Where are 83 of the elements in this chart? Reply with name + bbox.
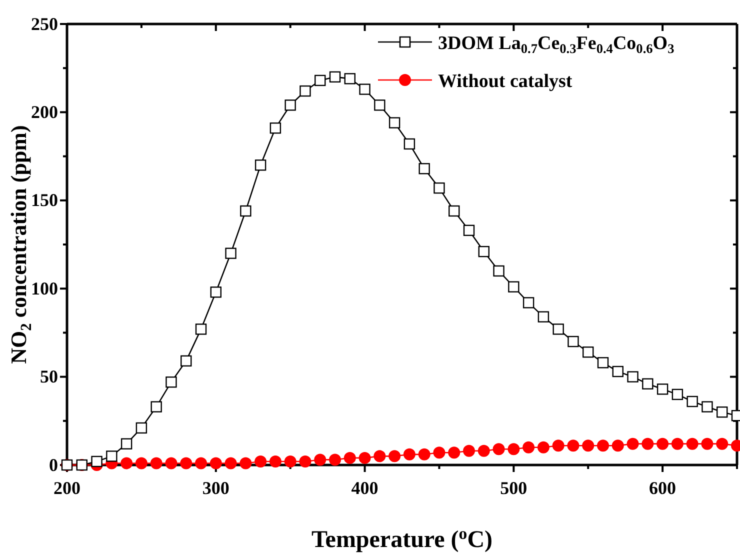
point [522,297,534,308]
x-tick-label: 400 [351,478,378,498]
point [434,182,445,194]
point [91,456,102,468]
point [284,455,296,468]
point [433,446,446,459]
point [463,224,475,236]
point [552,440,564,452]
y-tick-label: 0 [49,454,58,475]
point [270,122,282,134]
point [299,455,312,468]
y-tick-label: 150 [31,190,58,210]
point [210,457,222,470]
point [403,448,416,460]
point [180,355,192,367]
point [672,388,684,400]
point [195,457,207,470]
y-tick-label: 250 [31,14,58,34]
point [567,440,580,452]
y-tick-label: 200 [31,102,58,122]
point [642,438,654,450]
point [120,438,132,450]
point [269,455,282,468]
x-tick-label: 500 [500,478,528,498]
point [150,457,162,470]
point [492,443,505,456]
point [597,440,609,452]
point [300,85,311,97]
point [568,336,579,348]
point [224,457,237,470]
point [537,441,550,454]
point [463,444,475,457]
point [582,440,594,452]
point [254,455,267,468]
legend-label: Without catalyst [438,71,573,92]
point [358,452,371,464]
text: 3DOM La$_{0.7}$Ce$_{0.3}$Fe$_{0.4}$Co$_{0.6}$O$_{3}$ [438,33,674,56]
point [656,438,669,450]
point [329,454,341,466]
point [120,457,133,470]
x-tick-label: 200 [54,478,80,498]
point [448,205,460,217]
point [135,457,148,470]
point [626,438,639,450]
point [448,446,460,459]
point [686,438,698,450]
point [314,74,326,86]
point [329,71,341,83]
point [612,366,624,378]
point [344,452,356,464]
point [374,450,386,462]
point [716,406,728,418]
point [136,422,148,434]
point [656,384,668,395]
point [388,117,400,128]
point [165,457,178,470]
x-axis-title: Temperature ($^{o}$C) [311,524,493,553]
point [538,311,550,322]
x-tick-label: 600 [649,478,676,498]
point [404,138,416,150]
x-tick-label: 300 [202,478,230,498]
point [493,265,504,277]
point [478,444,490,457]
point [612,440,624,452]
point [388,450,401,462]
point [701,438,714,450]
point [597,357,609,368]
point [195,324,207,335]
point [314,454,326,466]
point [478,246,490,258]
point [418,448,430,460]
point [180,457,192,470]
point [508,443,520,456]
point [240,457,252,470]
y-tick-label: 100 [31,278,58,298]
point [106,450,118,462]
point [686,396,698,408]
y-tick-label: 50 [40,366,58,387]
point [716,438,728,450]
point [671,438,684,450]
point [254,160,266,171]
point [522,441,535,454]
point [240,205,252,217]
